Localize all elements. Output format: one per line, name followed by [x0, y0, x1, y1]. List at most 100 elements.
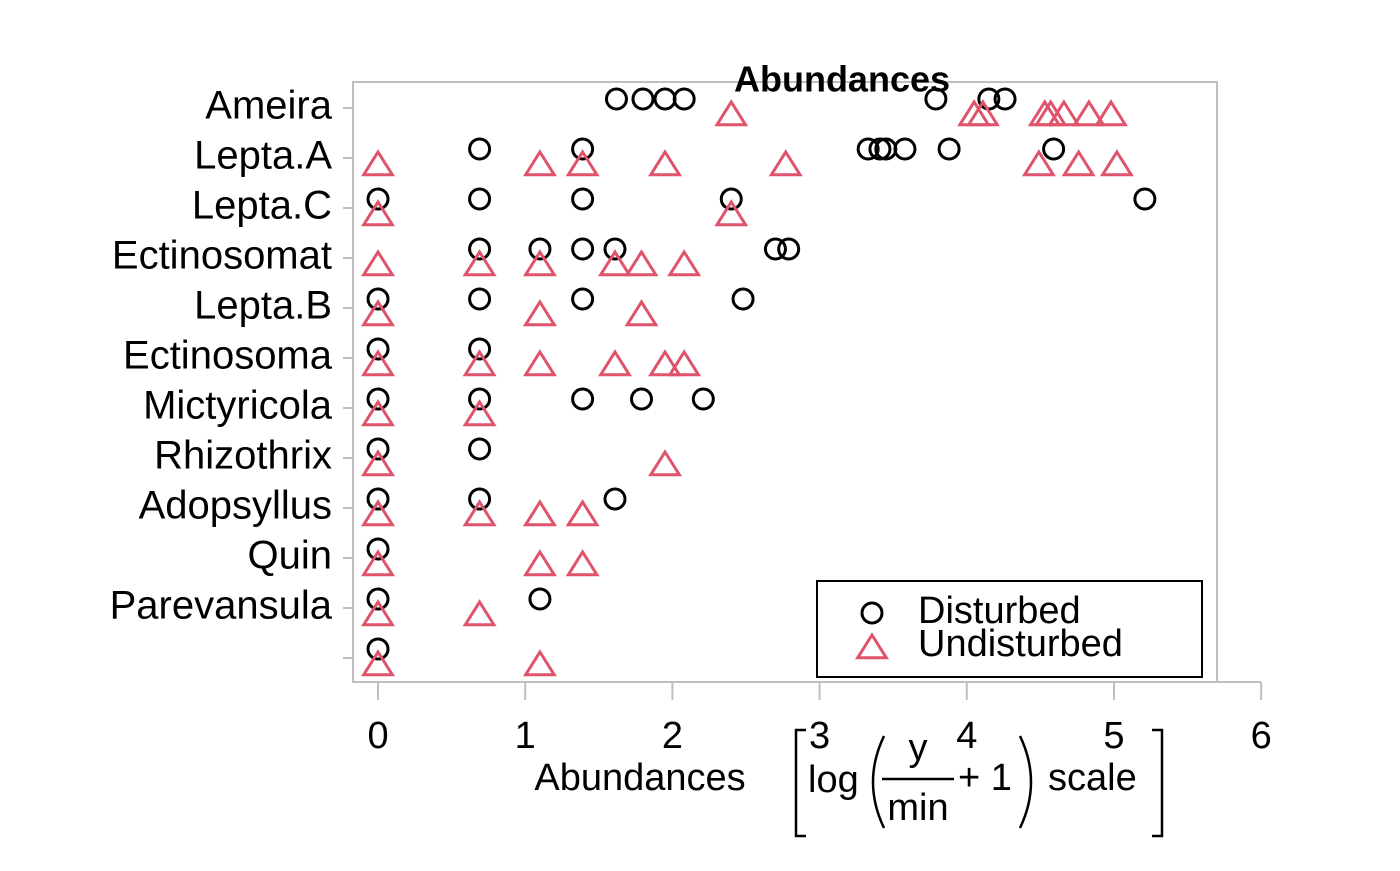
point [571, 237, 595, 261]
point [468, 187, 492, 211]
point [1042, 137, 1066, 161]
point [565, 149, 600, 177]
x-tick-label: 3 [809, 715, 830, 757]
point [366, 437, 390, 461]
point [361, 249, 396, 277]
bracket [1152, 728, 1164, 838]
point [366, 637, 390, 661]
y-tick-label: Mictyricola [143, 384, 333, 428]
point [528, 587, 552, 611]
point [522, 549, 557, 577]
point [522, 249, 557, 277]
paren [871, 735, 886, 829]
point [624, 299, 659, 327]
x-axis-label: Abundances log y min + 1 scale [534, 727, 1164, 838]
point [565, 549, 600, 577]
point [462, 499, 497, 527]
point [366, 287, 390, 311]
legend-label: Undisturbed [918, 623, 1123, 665]
x-label-unit: scale [1048, 757, 1137, 799]
x-label-text: Abundances [534, 757, 745, 799]
point [672, 87, 696, 111]
point [462, 249, 497, 277]
x-label-plus: + 1 [958, 757, 1012, 799]
point [731, 287, 755, 311]
point [868, 137, 892, 161]
point [1021, 149, 1056, 177]
x-tick-label: 4 [956, 715, 977, 757]
y-tick-label: Lepta.C [192, 184, 332, 228]
point [522, 299, 557, 327]
point [856, 137, 880, 161]
point [468, 437, 492, 461]
point [631, 87, 655, 111]
x-label-den: min [887, 787, 948, 829]
point [604, 87, 628, 111]
point [893, 137, 917, 161]
point [528, 237, 552, 261]
point [597, 249, 633, 277]
point [1094, 99, 1129, 127]
x-label-log: log [808, 759, 859, 801]
point [361, 649, 396, 677]
x-tick-label: 1 [515, 715, 536, 757]
point [719, 187, 743, 211]
point [763, 237, 787, 261]
bracket [794, 728, 806, 838]
point [366, 587, 390, 611]
point [522, 349, 557, 377]
y-tick-label: Quin [248, 534, 333, 578]
point [1061, 149, 1096, 177]
point [993, 87, 1017, 111]
point [768, 149, 803, 177]
y-tick-label: Rhizothrix [154, 434, 332, 478]
x-tick-label: 0 [367, 715, 388, 757]
point [468, 387, 492, 411]
point [603, 237, 627, 261]
point [361, 199, 396, 227]
point [571, 387, 595, 411]
point [361, 349, 396, 377]
x-tick-label: 5 [1103, 715, 1124, 757]
point [366, 537, 390, 561]
point [462, 599, 497, 627]
point [366, 187, 390, 211]
point [522, 499, 557, 527]
point [777, 237, 801, 261]
point [648, 149, 683, 177]
point [565, 499, 600, 527]
point [522, 149, 557, 177]
legend-box [816, 580, 1203, 678]
chart-title: Abundances [734, 59, 950, 100]
y-tick-label: Parevansula [110, 584, 333, 628]
point [361, 599, 396, 627]
x-tick-label: 2 [662, 715, 683, 757]
paren [1018, 735, 1033, 829]
point [603, 487, 627, 511]
point [597, 349, 633, 377]
point [624, 249, 659, 277]
point [361, 499, 396, 527]
point [854, 632, 890, 660]
point [714, 99, 749, 127]
legend-label: Disturbed [918, 590, 1081, 632]
point [571, 287, 595, 311]
point [648, 449, 683, 477]
point [366, 337, 390, 361]
point [361, 449, 396, 477]
point [366, 387, 390, 411]
point [468, 487, 492, 511]
point [361, 149, 396, 177]
point [361, 299, 396, 327]
point [1133, 187, 1157, 211]
point [648, 349, 683, 377]
x-label-num: y [909, 727, 928, 769]
x-tick-label: 6 [1251, 715, 1272, 757]
point [462, 399, 497, 427]
point [653, 87, 677, 111]
point [965, 99, 1000, 127]
y-tick-label: Lepta.A [194, 134, 332, 178]
point [714, 199, 749, 227]
y-tick-label: Lepta.B [194, 284, 332, 328]
